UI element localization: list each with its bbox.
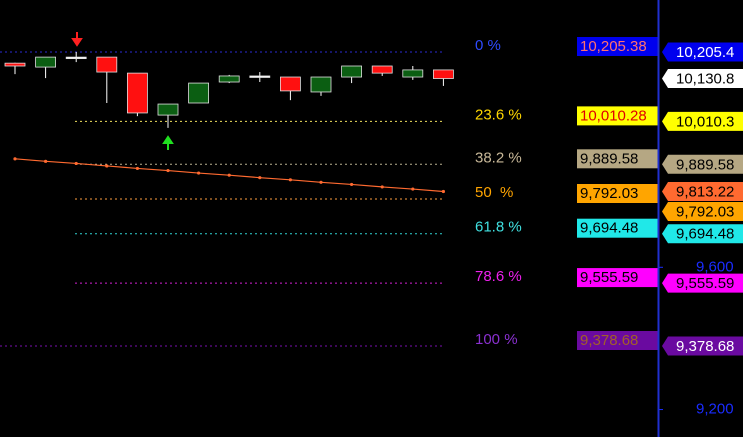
candle-body <box>279 76 301 92</box>
price-tag-label: 9,813.22 <box>676 183 734 200</box>
price-tag <box>662 111 743 131</box>
price-tag-label: 9,792.03 <box>676 203 734 220</box>
moving-average-point <box>319 180 323 184</box>
moving-average-point <box>105 164 109 168</box>
moving-average-point <box>166 168 170 173</box>
fib-price-label: 9,555.59 <box>580 269 638 286</box>
moving-average-point <box>380 185 384 189</box>
candle-body <box>4 62 26 67</box>
fib-price-box <box>577 149 667 169</box>
fib-label: 38.2 % <box>475 149 522 166</box>
moving-average-point <box>350 182 354 187</box>
price-tag <box>662 181 743 201</box>
candle-body <box>371 65 393 74</box>
price-tag-label: 9,889.58 <box>676 156 734 173</box>
swing-high-arrow <box>71 32 83 47</box>
fib-label: 100 % <box>475 331 518 348</box>
fib-label: 0 % <box>475 37 501 54</box>
fib-label: 78.6 % <box>475 268 522 285</box>
candle-body <box>310 76 332 93</box>
fib-price-box <box>577 331 667 351</box>
fib-price-box <box>577 184 667 204</box>
fib-price-box <box>577 37 667 57</box>
fib-price-label: 9,694.48 <box>580 220 638 237</box>
price-tag <box>662 224 743 244</box>
candle-body <box>218 75 240 83</box>
moving-average-point <box>135 166 139 171</box>
candle-body <box>35 56 56 68</box>
candle-body <box>249 75 271 78</box>
candle-body <box>127 72 148 114</box>
candle-body <box>432 69 454 79</box>
fib-price-label: 9,378.68 <box>580 332 638 349</box>
price-tag-label: 9,555.59 <box>676 275 734 292</box>
fib-label: 23.6 % <box>475 106 522 123</box>
moving-average-point <box>441 189 445 194</box>
moving-average-point <box>258 176 262 180</box>
moving-average-point <box>411 187 415 191</box>
moving-average-point <box>227 173 231 177</box>
price-tag-label: 9,694.48 <box>676 226 734 243</box>
price-tag <box>662 201 743 221</box>
candle-body <box>96 56 118 73</box>
fib-label: 61.8 % <box>475 219 522 236</box>
fib-price-label: 9,792.03 <box>580 185 638 202</box>
moving-average-point <box>197 171 201 175</box>
price-tag <box>662 69 743 89</box>
candle-body <box>188 82 210 104</box>
price-tag-label: 9,378.68 <box>676 338 734 355</box>
moving-average-point <box>13 157 17 161</box>
price-tag <box>662 273 743 293</box>
moving-average-point <box>74 161 78 166</box>
fib-price-label: 9,889.58 <box>580 150 638 167</box>
y-tick-label: 9,600 <box>696 258 734 275</box>
candle-body <box>157 103 179 116</box>
price-tag <box>662 154 743 174</box>
price-tag-label: 10,205.4 <box>676 44 734 61</box>
fib-price-label: 10,205.38 <box>580 38 647 55</box>
fib-price-box <box>577 106 667 126</box>
fib-price-box <box>577 268 667 288</box>
moving-average-point <box>288 178 292 182</box>
candle-body <box>65 56 87 60</box>
price-tag <box>662 42 743 62</box>
price-tag-label: 10,010.3 <box>676 113 734 130</box>
y-tick-label: 9,200 <box>696 401 734 418</box>
candle-body <box>402 69 424 78</box>
candle-body <box>341 65 363 78</box>
fib-price-box <box>577 218 667 238</box>
swing-low-arrow <box>162 135 174 150</box>
fib-price-label: 10,010.28 <box>580 107 647 124</box>
price-tag-label: 10,130.8 <box>676 70 734 87</box>
price-tag <box>662 336 743 356</box>
moving-average-point <box>44 159 48 163</box>
fib-label: 50 % <box>475 184 513 201</box>
